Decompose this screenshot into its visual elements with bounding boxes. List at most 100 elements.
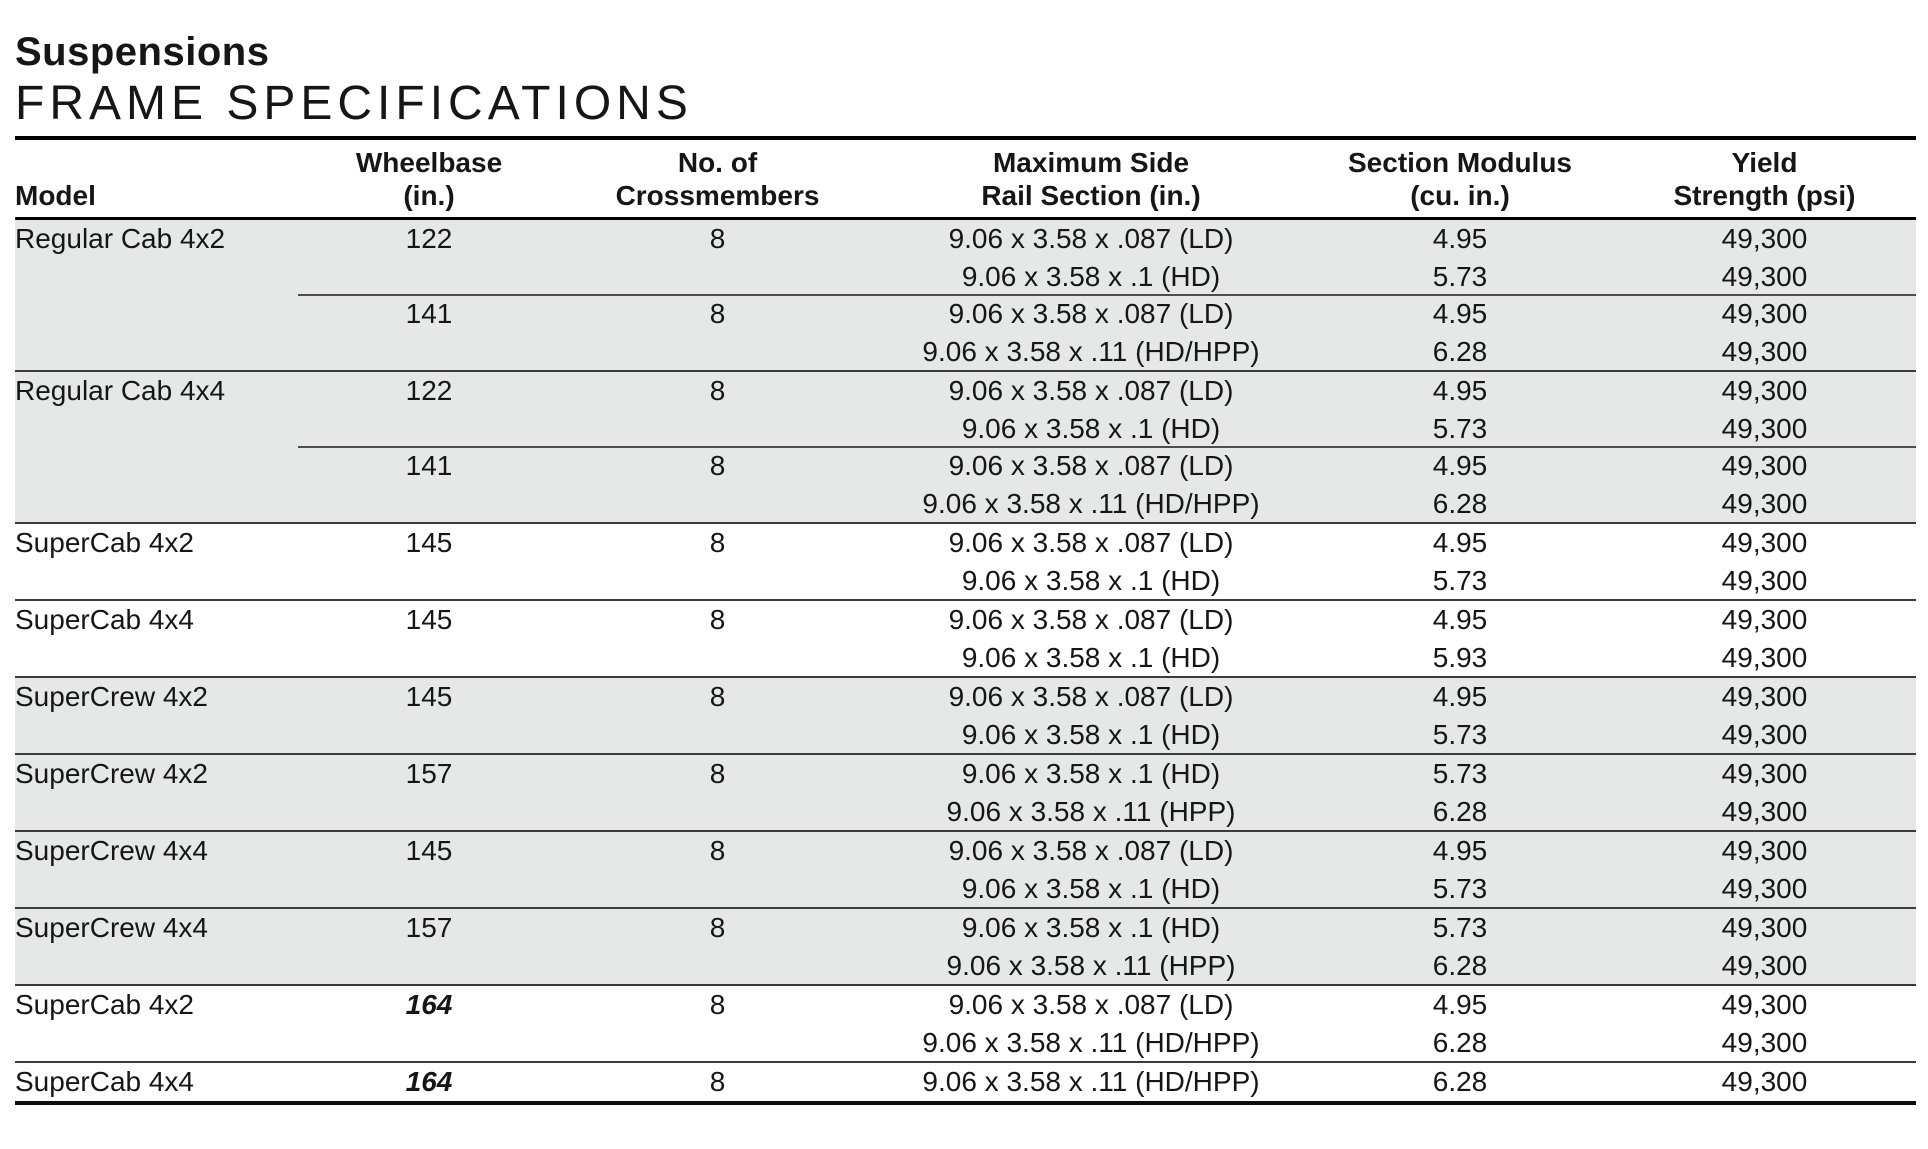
section-modulus-cell: 4.95 6.28 (1307, 447, 1613, 522)
rail-section-value: 9.06 x 3.58 x .11 (HD/HPP) (922, 1066, 1260, 1097)
header-label: Model (15, 180, 96, 211)
header-label: Wheelbase (355, 147, 503, 178)
crossmembers-cell: 8 (560, 372, 875, 447)
yield-strength-value: 49,300 (1721, 564, 1808, 596)
rail-section-cell: 9.06 x 3.58 x .087 (LD) 9.06 x 3.58 x .11… (875, 986, 1307, 1061)
section-modulus-cell: 4.95 6.28 (1307, 295, 1613, 370)
table-header-row: Model Wheelbase (in.) No. of Crossmembers Max… (15, 140, 1916, 220)
yield-strength-value: 49,300 (1721, 872, 1808, 904)
model-cell: SuperCab 4x2 (15, 524, 298, 599)
model-cell (15, 295, 298, 370)
wheelbase-value: 141 (405, 450, 453, 481)
rail-section-cell: 9.06 x 3.58 x .087 (LD) 9.06 x 3.58 x .1 … (875, 601, 1307, 676)
wheelbase-value: 145 (405, 681, 453, 712)
wheelbase-value: 122 (405, 375, 453, 406)
wheelbase-value: 122 (405, 223, 453, 254)
crossmembers-value: 8 (709, 223, 726, 254)
section-modulus-value: 5.73 (1432, 912, 1488, 943)
rail-section-cell: 9.06 x 3.58 x .087 (LD) 9.06 x 3.58 x .1 … (875, 832, 1307, 907)
section-modulus-value: 4.95 (1432, 604, 1488, 635)
header-label: Yield (1731, 147, 1798, 178)
model-label: Regular Cab 4x4 (15, 375, 226, 406)
section-title: FRAME SPECIFICATIONS (15, 77, 693, 130)
title-rule (15, 136, 1916, 140)
yield-strength-value: 49,300 (1721, 1026, 1808, 1058)
wheelbase-cell: 145 (298, 601, 560, 676)
section-modulus-cell: 5.73 6.28 (1307, 755, 1613, 830)
wheelbase-cell: 164 (298, 1063, 560, 1101)
rail-section-value: 9.06 x 3.58 x .11 (HD/HPP) (922, 487, 1260, 519)
crossmembers-cell: 8 (560, 601, 875, 676)
rail-section-value: 9.06 x 3.58 x .087 (LD) (948, 681, 1234, 712)
section-modulus-value: 4.95 (1432, 527, 1488, 558)
model-group-row: SuperCab 4x2 164 8 9.06 x 3.58 x .087 (LD) 9… (15, 984, 1916, 1061)
rail-section-cell: 9.06 x 3.58 x .087 (LD) 9.06 x 3.58 x .1 … (875, 372, 1307, 447)
yield-strength-value: 49,300 (1721, 450, 1808, 481)
crossmembers-cell: 8 (560, 678, 875, 753)
rail-section-value: 9.06 x 3.58 x .11 (HD/HPP) (922, 335, 1260, 367)
model-cell: SuperCrew 4x2 (15, 678, 298, 753)
section-modulus-cell: 6.28 (1307, 1063, 1613, 1101)
crossmembers-value: 8 (709, 527, 726, 558)
model-group-row: SuperCrew 4x4 157 8 9.06 x 3.58 x .1 (HD) 9.… (15, 907, 1916, 984)
model-cell: SuperCab 4x2 (15, 986, 298, 1061)
wheelbase-row: Regular Cab 4x2 122 8 9.06 x 3.58 x .087 (L… (15, 220, 1916, 295)
crossmembers-cell: 8 (560, 832, 875, 907)
model-group-row: SuperCab 4x2 145 8 9.06 x 3.58 x .087 (LD) 9… (15, 522, 1916, 599)
yield-strength-value: 49,300 (1721, 260, 1808, 292)
model-group-row: SuperCab 4x4 145 8 9.06 x 3.58 x .087 (LD) 9… (15, 599, 1916, 676)
section-modulus-cell: 4.95 6.28 (1307, 986, 1613, 1061)
rail-section-value: 9.06 x 3.58 x .087 (LD) (948, 527, 1234, 558)
wheelbase-cell: 122 (298, 372, 560, 447)
yield-strength-cell: 49,300 49,300 (1613, 372, 1916, 447)
wheelbase-cell: 157 (298, 909, 560, 984)
model-label: SuperCrew 4x4 (15, 912, 208, 943)
yield-strength-value: 49,300 (1721, 758, 1808, 789)
rail-section-value: 9.06 x 3.58 x .087 (LD) (948, 835, 1234, 866)
model-label: SuperCab 4x2 (15, 989, 195, 1020)
model-group-row: SuperCrew 4x2 145 8 9.06 x 3.58 x .087 (LD)… (15, 676, 1916, 753)
frame-spec-table: Model Wheelbase (in.) No. of Crossmembers Max… (15, 140, 1916, 1105)
section-modulus-cell: 4.95 5.73 (1307, 678, 1613, 753)
wheelbase-row: 141 8 9.06 x 3.58 x .087 (LD) 9.06 x 3.58 x… (15, 446, 1916, 522)
rail-section-value: 9.06 x 3.58 x .087 (LD) (948, 223, 1234, 254)
header-label: Strength (psi) (1673, 180, 1856, 211)
header-label: No. of (677, 147, 758, 178)
section-modulus-cell: 4.95 5.73 (1307, 220, 1613, 295)
yield-strength-value: 49,300 (1721, 835, 1808, 866)
wheelbase-row: SuperCab 4x4 145 8 9.06 x 3.58 x .087 (LD) 9… (15, 601, 1916, 676)
section-modulus-value: 5.73 (1432, 564, 1488, 596)
yield-strength-value: 49,300 (1721, 298, 1808, 329)
yield-strength-value: 49,300 (1721, 487, 1808, 519)
table-body: Regular Cab 4x2 122 8 9.06 x 3.58 x .087 (L… (15, 220, 1916, 1105)
crossmembers-value: 8 (709, 604, 726, 635)
crossmembers-value: 8 (709, 298, 726, 329)
header-cell-model: Model (15, 146, 298, 212)
rail-section-value: 9.06 x 3.58 x .087 (LD) (948, 375, 1234, 406)
section-modulus-value: 4.95 (1432, 835, 1488, 866)
wheelbase-cell: 122 (298, 220, 560, 295)
model-label: SuperCab 4x4 (15, 1066, 195, 1097)
yield-strength-value: 49,300 (1721, 795, 1808, 827)
wheelbase-cell: 157 (298, 755, 560, 830)
section-modulus-value: 6.28 (1432, 949, 1488, 981)
crossmembers-value: 8 (709, 375, 726, 406)
model-cell: SuperCab 4x4 (15, 601, 298, 676)
section-modulus-cell: 4.95 5.73 (1307, 372, 1613, 447)
crossmembers-cell: 8 (560, 295, 875, 370)
crossmembers-cell: 8 (560, 1063, 875, 1101)
wheelbase-row: Regular Cab 4x4 122 8 9.06 x 3.58 x .087 (L… (15, 372, 1916, 447)
rail-section-value: 9.06 x 3.58 x .1 (HD) (961, 912, 1221, 943)
wheelbase-value: 145 (405, 604, 453, 635)
section-modulus-value: 4.95 (1432, 223, 1488, 254)
rail-section-value: 9.06 x 3.58 x .087 (LD) (948, 298, 1234, 329)
header-label: Crossmembers (615, 180, 820, 211)
yield-strength-cell: 49,300 49,300 (1613, 755, 1916, 830)
crossmembers-cell: 8 (560, 755, 875, 830)
wheelbase-value: 141 (405, 298, 453, 329)
section-modulus-cell: 4.95 5.73 (1307, 524, 1613, 599)
section-modulus-value: 4.95 (1432, 450, 1488, 481)
yield-strength-cell: 49,300 49,300 (1613, 909, 1916, 984)
yield-strength-cell: 49,300 49,300 (1613, 220, 1916, 295)
yield-strength-value: 49,300 (1721, 1066, 1808, 1097)
